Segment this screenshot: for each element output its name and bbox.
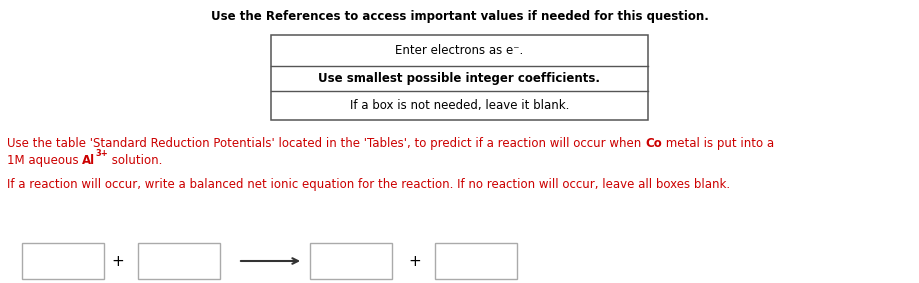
- Bar: [435, 243, 517, 279]
- Bar: [310, 243, 392, 279]
- Text: +: +: [409, 254, 422, 269]
- Text: Enter electrons as e⁻.: Enter electrons as e⁻.: [395, 44, 524, 57]
- Bar: [271, 35, 648, 120]
- Bar: [22, 243, 104, 279]
- Text: 1M aqueous: 1M aqueous: [7, 154, 83, 167]
- Text: If a box is not needed, leave it blank.: If a box is not needed, leave it blank.: [350, 99, 569, 112]
- Text: 3+: 3+: [96, 149, 108, 158]
- Text: Use smallest possible integer coefficients.: Use smallest possible integer coefficien…: [319, 72, 600, 85]
- Text: If a reaction will occur, write a balanced net ionic equation for the reaction. : If a reaction will occur, write a balanc…: [7, 178, 730, 191]
- Text: solution.: solution.: [108, 154, 163, 167]
- Text: Use the table 'Standard Reduction Potentials' located in the 'Tables', to predic: Use the table 'Standard Reduction Potent…: [7, 137, 645, 150]
- Text: metal is put into a: metal is put into a: [662, 137, 774, 150]
- Text: +: +: [111, 254, 124, 269]
- Text: Co: Co: [645, 137, 662, 150]
- Text: Al: Al: [83, 154, 96, 167]
- Text: Use the References to access important values if needed for this question.: Use the References to access important v…: [210, 10, 709, 23]
- Bar: [138, 243, 220, 279]
